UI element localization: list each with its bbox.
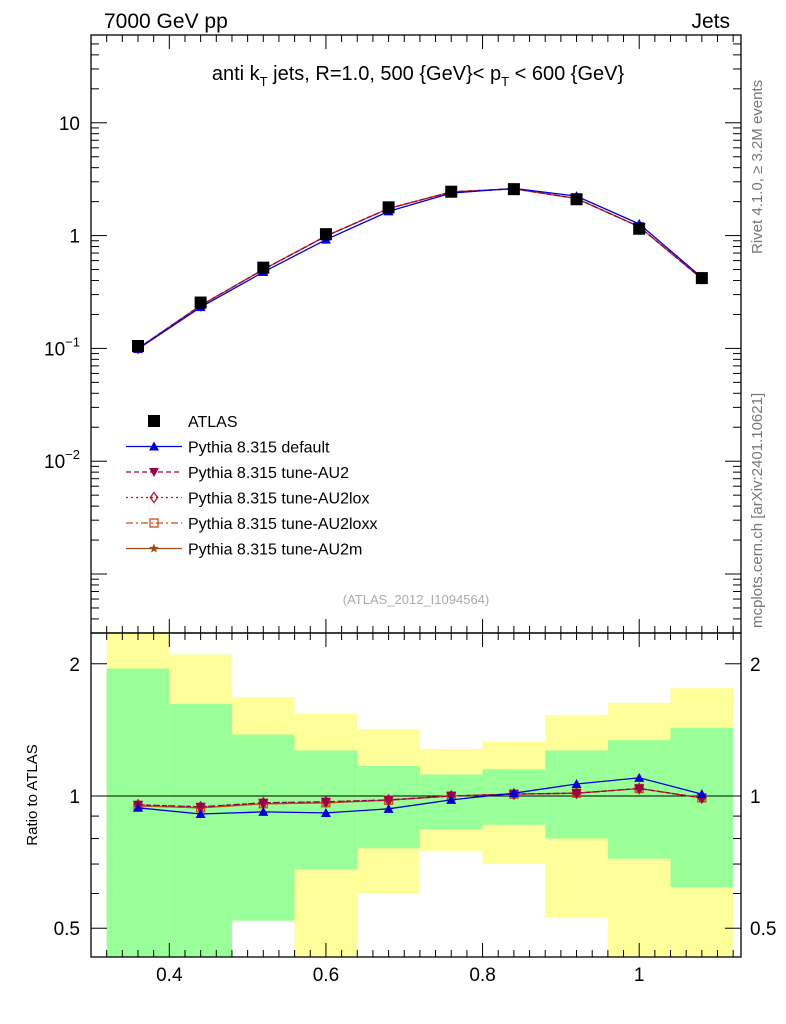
legend-entry-au2loxx: Pythia 8.315 tune-AU2loxx: [126, 516, 377, 533]
legend-entry-atlas: ATLAS: [148, 414, 238, 431]
header-right: Jets: [691, 10, 730, 33]
marker-diamond-open: [149, 491, 159, 504]
rivet-label: Rivet 4.1.0, ≥ 3.2M events: [749, 80, 766, 254]
legend-label: Pythia 8.315 default: [188, 440, 330, 457]
marker-square: [319, 228, 332, 241]
marker-square: [445, 185, 458, 198]
legend-label: Pythia 8.315 tune-AU2: [188, 465, 349, 482]
y-tick-label: 10: [59, 114, 80, 135]
x-tick-label: 0.6: [313, 965, 339, 986]
marker-triangle-up: [634, 772, 645, 782]
marker-triangle-up: [132, 802, 143, 812]
ratio-y-tick-label-right: 2: [750, 655, 761, 676]
marker-triangle-down: [258, 798, 269, 808]
marker-square: [507, 183, 520, 196]
marker-triangle-up: [696, 789, 707, 799]
ratio-y-tick-label-left: 2: [69, 655, 80, 676]
x-tick-label: 0.4: [156, 965, 183, 986]
ratio-uncertainty-bands: [106, 633, 734, 957]
legend-entry-au2m: Pythia 8.315 tune-AU2m: [126, 542, 362, 559]
series-line-au2lox: [137, 787, 702, 808]
series-au2loxx: [133, 184, 707, 354]
series-atlas: [131, 183, 708, 353]
axes: 0.4 0.6 0.8 1 10 1 10−1 10−2 2 2 1 1 0.5 0.5: [44, 34, 776, 986]
legend-label: Pythia 8.315 tune-AU2loxx: [188, 516, 377, 533]
series-default: [132, 772, 707, 818]
marker-triangle-down: [320, 797, 331, 807]
legend: ATLAS Pythia 8.315 default Pythia 8.315 tu…: [126, 414, 377, 559]
marker-triangle-down: [571, 789, 582, 799]
y-tick-label: 1: [69, 227, 80, 248]
plot-title: anti kT jets, R=1.0, 500 {GeV}< pT < 600…: [212, 63, 625, 89]
marker-square: [633, 222, 646, 235]
marker-square: [257, 261, 270, 274]
band-inner-bin: [231, 734, 295, 921]
legend-label: Pythia 8.315 tune-AU2m: [188, 542, 362, 559]
ratio-y-tick-label-right: 1: [750, 787, 761, 808]
marker-square: [382, 201, 395, 214]
series-line-au2: [137, 188, 703, 349]
marker-square-open: [149, 518, 159, 528]
series-au2: [132, 184, 707, 354]
marker-square: [131, 340, 144, 353]
band-inner-bin: [106, 668, 170, 957]
marker-square: [570, 193, 583, 206]
marker-triangle-up: [508, 788, 519, 798]
series-au2lox: [133, 182, 707, 355]
marker-triangle-up: [446, 794, 457, 804]
legend-label: ATLAS: [188, 414, 238, 431]
series-line-default: [137, 777, 702, 815]
band-inner-bin: [169, 703, 232, 957]
analysis-watermark: (ATLAS_2012_I1094564): [343, 592, 489, 607]
series-line-au2lox: [137, 188, 703, 349]
marker-triangle-up: [571, 778, 582, 788]
marker-triangle-up: [195, 808, 206, 818]
header-left: 7000 GeV pp: [104, 10, 228, 33]
marker-triangle-down: [634, 784, 645, 794]
marker-triangle-down: [195, 802, 206, 812]
legend-label: Pythia 8.315 tune-AU2lox: [188, 491, 369, 508]
marker-triangle-down: [383, 795, 394, 805]
legend-entry-au2lox: Pythia 8.315 tune-AU2lox: [126, 491, 369, 508]
x-tick-label: 0.8: [469, 965, 495, 986]
band-inner-bin: [607, 740, 671, 859]
ratio-y-tick-label-right: 0.5: [750, 919, 776, 940]
x-tick-label: 1: [634, 965, 645, 986]
series-line-au2m: [137, 188, 703, 349]
series-au2: [132, 784, 707, 812]
ratio-frame: [90, 632, 742, 958]
marker-triangle-up: [258, 806, 269, 816]
series-line-au2: [137, 787, 702, 808]
marker-star: [149, 543, 159, 553]
legend-entry-default: Pythia 8.315 default: [126, 440, 330, 457]
marker-square: [194, 296, 207, 309]
series-line-au2loxx: [137, 188, 703, 349]
marker-triangle-down: [149, 468, 159, 477]
band-inner-bin: [670, 727, 734, 888]
main-series: [131, 182, 708, 355]
ratio-series: [91, 772, 741, 818]
series-default: [132, 183, 707, 353]
legend-entry-au2: Pythia 8.315 tune-AU2: [126, 465, 349, 482]
mcplots-label: mcplots.cern.ch [arXiv:2401.10621]: [749, 393, 766, 628]
marker-square: [148, 415, 160, 427]
marker-triangle-up: [383, 803, 394, 813]
ratio-y-label: Ratio to ATLAS: [24, 744, 41, 845]
ratio-y-tick-label-left: 1: [69, 787, 80, 808]
marker-triangle-up: [149, 441, 159, 451]
ratio-y-tick-label-left: 0.5: [54, 919, 80, 940]
y-tick-label: 10−2: [44, 447, 80, 473]
marker-square: [695, 272, 708, 285]
marker-triangle-up: [320, 807, 331, 817]
series-line-default: [137, 187, 703, 350]
series-au2m: [133, 183, 707, 353]
y-tick-label: 10−1: [44, 334, 80, 360]
